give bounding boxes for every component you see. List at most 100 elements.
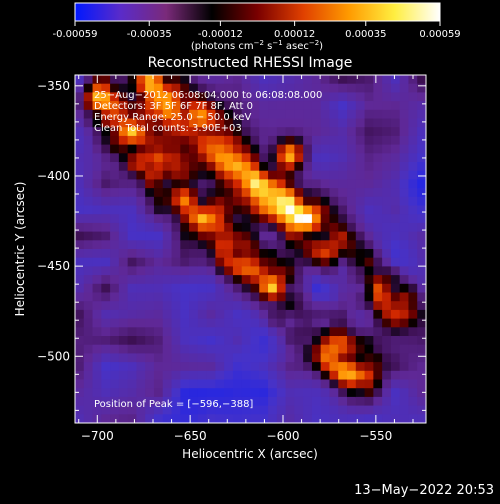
heatmap-cell (232, 92, 243, 102)
heatmap-cell (364, 370, 374, 381)
heatmap-cell (329, 127, 339, 137)
heatmap-cell (373, 336, 383, 346)
heatmap-cell (136, 75, 146, 85)
heatmap-cell (206, 75, 217, 85)
heatmap-cell (92, 101, 102, 111)
heatmap-cell (390, 257, 401, 267)
heatmap-cell (118, 214, 129, 224)
heatmap-cell (311, 283, 322, 294)
heatmap-cell (285, 327, 295, 337)
heatmap-cell (320, 214, 331, 224)
heatmap-cell (303, 127, 313, 137)
heatmap-cell (338, 388, 348, 398)
heatmap-cell (224, 214, 234, 224)
heatmap-cell (153, 222, 164, 233)
heatmap-cell (347, 344, 357, 354)
heatmap-cell (311, 309, 322, 320)
heatmap-cell (162, 283, 173, 294)
heatmap-cell (171, 309, 181, 320)
heatmap-cell (83, 118, 94, 128)
heatmap-cell (294, 205, 304, 215)
heatmap-cell (206, 336, 217, 346)
heatmap-cell (110, 196, 120, 207)
heatmap-cell (329, 101, 339, 111)
heatmap-cell (355, 83, 366, 93)
heatmap-cell (347, 109, 357, 120)
heatmap-cell (408, 414, 418, 423)
heatmap-cell (355, 318, 366, 328)
heatmap-cell (373, 396, 383, 407)
heatmap-cell (136, 222, 146, 233)
heatmap-cell (224, 266, 234, 276)
heatmap-cell (329, 275, 339, 285)
heatmap-cell (311, 362, 322, 372)
heatmap-cell (118, 144, 129, 154)
heatmap-cell (127, 188, 138, 198)
heatmap-cell (311, 162, 322, 172)
heatmap-cell (92, 92, 102, 102)
heatmap-cell (232, 362, 243, 372)
heatmap-cell (110, 162, 120, 172)
heatmap-cell (145, 188, 155, 198)
heatmap-cell (382, 353, 392, 363)
heatmap-cell (224, 135, 234, 146)
heatmap-cell (101, 301, 111, 311)
heatmap-cell (136, 266, 146, 276)
heatmap-cell (92, 170, 102, 180)
heatmap-cell (347, 127, 357, 137)
heatmap-cell (417, 266, 426, 276)
x-axis-ticks: −700 −650 −600 −550 (78, 75, 414, 443)
heatmap-cell (373, 327, 383, 337)
heatmap-cell (83, 188, 94, 198)
heatmap-cell (162, 353, 173, 363)
heatmap-cell (276, 396, 287, 407)
heatmap-cell (241, 370, 252, 381)
colorbar-tick-label: 0.00059 (419, 29, 460, 40)
heatmap-cell (215, 214, 225, 224)
heatmap-cell (408, 109, 418, 120)
heatmap-cell (338, 101, 348, 111)
heatmap-cell (171, 414, 181, 423)
heatmap-cell (276, 336, 287, 346)
heatmap-cell (303, 109, 313, 120)
annotation-clean-counts: Clean Total counts: 3.90E+03 (94, 123, 242, 134)
heatmap-cell (241, 414, 252, 423)
heatmap-cell (417, 109, 426, 120)
heatmap-cell (224, 75, 234, 85)
heatmap-cell (311, 266, 322, 276)
heatmap-cell (268, 75, 278, 85)
heatmap-cell (250, 301, 260, 311)
heatmap-cell (320, 362, 331, 372)
heatmap-cell (347, 336, 357, 346)
heatmap-cell (110, 283, 120, 294)
heatmap-cell (83, 231, 94, 241)
heatmap-cell (294, 222, 304, 233)
heatmap-cell (285, 118, 295, 128)
heatmap-cell (118, 388, 129, 398)
heatmap-cell (276, 188, 287, 198)
heatmap-cell (241, 275, 252, 285)
heatmap-cell (320, 414, 331, 423)
heatmap-cell (373, 275, 383, 285)
heatmap-cell (382, 266, 392, 276)
heatmap-cell (224, 101, 234, 111)
heatmap-cell (206, 153, 217, 163)
heatmap-cell (206, 327, 217, 337)
heatmap-cell (224, 370, 234, 381)
heatmap-cell (92, 266, 102, 276)
heatmap-cell (232, 170, 243, 180)
heatmap-cell (276, 309, 287, 320)
heatmap-cell (338, 153, 348, 163)
heatmap-cell (189, 196, 199, 207)
heatmap-cell (303, 379, 313, 389)
heatmap-cell (390, 370, 401, 381)
heatmap-cell (127, 362, 138, 372)
heatmap-cell (338, 414, 348, 423)
heatmap-cell (285, 92, 295, 102)
heatmap-cell (136, 327, 146, 337)
heatmap-cell (390, 205, 401, 215)
heatmap-cell (259, 292, 269, 302)
heatmap-cell (285, 283, 295, 294)
heatmap-cell (276, 362, 287, 372)
heatmap-cell (171, 275, 181, 285)
